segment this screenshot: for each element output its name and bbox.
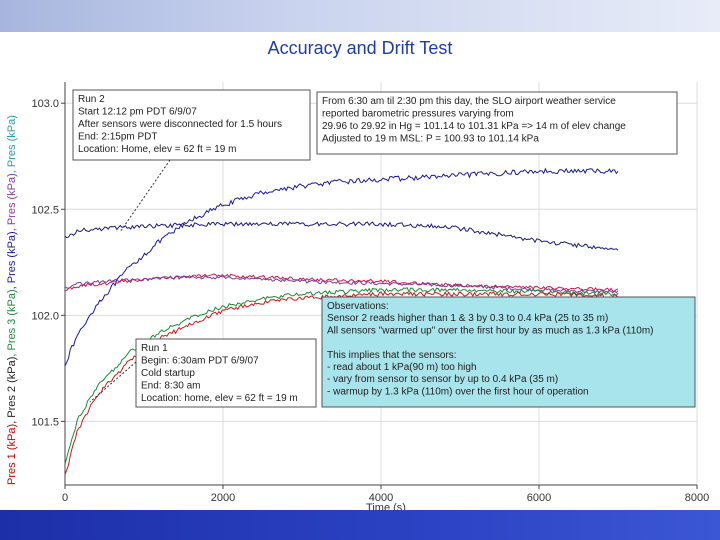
annotation-box-run1	[135, 338, 317, 408]
y-axis-label-group: Pres 1 (kPa), Pres 2 (kPa), Pres 3 (kPa)…	[6, 115, 18, 485]
annotation-line-observations: Sensor 2 reads higher than 1 & 3 by 0.3 …	[327, 313, 608, 324]
annotation-line-run1: Location: home, elev = 62 ft = 19 m	[141, 393, 298, 404]
y-axis-label-part: , Pres (kPa)	[6, 173, 18, 231]
x-tick-label: 0	[62, 492, 68, 504]
annotation-line-run1: Begin: 6:30am PDT 6/9/07	[141, 356, 259, 367]
x-tick-label: 6000	[527, 492, 551, 504]
annotation-line-run2: Location: Home, elev = 62 ft = 19 m	[78, 144, 236, 155]
run1-leader-line	[89, 361, 137, 403]
annotation-line-observations: This implies that the sensors:	[327, 350, 457, 361]
annotation-line-airport: 29.96 to 29.92 in Hg = 101.14 to 101.31 …	[322, 121, 626, 132]
annotation-line-observations: - read about 1 kPa(90 m) too high	[327, 362, 477, 373]
y-tick-label: 102.5	[31, 204, 59, 216]
annotation-line-run2: Start 12:12 pm PDT 6/9/07	[78, 107, 197, 118]
annotation-line-run2: After sensors were disconnected for 1.5 …	[78, 119, 282, 130]
y-axis-label-part: , Pres (kPa)	[6, 231, 18, 289]
x-axis-label: Time (s)	[366, 502, 406, 510]
y-tick-label: 103.0	[31, 98, 59, 110]
series-line-2	[64, 221, 619, 251]
annotation-line-observations: - warmup by 1.3 kPa (110m) over the firs…	[327, 386, 589, 397]
y-axis-label-part: , Pres 3 (kPa)	[6, 289, 18, 356]
annotation-line-run2: End: 2:15pm PDT	[78, 132, 157, 143]
y-tick-label: 102.0	[31, 310, 59, 322]
chart-title: Accuracy and Drift Test	[268, 38, 453, 58]
y-axis-label-part: , Pres 2 (kPa)	[6, 357, 18, 424]
annotation-line-airport: reported barometric pressures varying fr…	[322, 109, 514, 120]
annotation-line-observations: All sensors "warmed up" over the first h…	[327, 325, 654, 336]
annotation-line-run1: Run 1	[141, 343, 168, 354]
drift-test-chart: 0 2000 4000 6000 8000 101.5 102.0 102.5 103.0 Ru…	[6, 38, 709, 510]
y-axis-label-part: , Pres (kPa)	[6, 115, 18, 173]
run2-leader-line	[119, 159, 171, 233]
annotation-line-observations: Observations:	[327, 301, 389, 312]
y-axis-label: Pres 1 (kPa), Pres 2 (kPa), Pres 3 (kPa)…	[6, 115, 18, 485]
series-line-3	[64, 273, 619, 292]
annotation-line-run2: Run 2	[78, 94, 105, 105]
slide-header-band	[0, 0, 720, 32]
y-tick-label: 101.5	[31, 416, 59, 428]
annotation-box-observations	[321, 296, 696, 408]
y-axis-label-part: Pres 1 (kPa)	[6, 424, 18, 485]
x-tick-label: 4000	[369, 492, 393, 504]
series-line-4	[64, 275, 619, 294]
annotation-line-run1: End: 8:30 am	[141, 381, 200, 392]
slide-footer-band	[0, 510, 720, 540]
x-tick-label: 8000	[685, 492, 709, 504]
annotation-line-airport: Adjusted to 19 m MSL: P = 100.93 to 101.…	[322, 134, 539, 145]
annotation-box-airport	[316, 91, 678, 155]
chart-panel: 0 2000 4000 6000 8000 101.5 102.0 102.5 103.0 Ru…	[0, 32, 720, 510]
annotation-line-airport: From 6:30 am til 2:30 pm this day, the S…	[322, 96, 616, 107]
series-line-5	[64, 287, 619, 465]
annotation-line-observations: - vary from sensor to sensor by up to 0.…	[327, 374, 558, 385]
series-line-1	[64, 167, 619, 367]
annotation-line-run1: Cold startup	[141, 368, 195, 379]
x-tick-label: 2000	[211, 492, 235, 504]
annotation-box-run2	[72, 89, 311, 161]
